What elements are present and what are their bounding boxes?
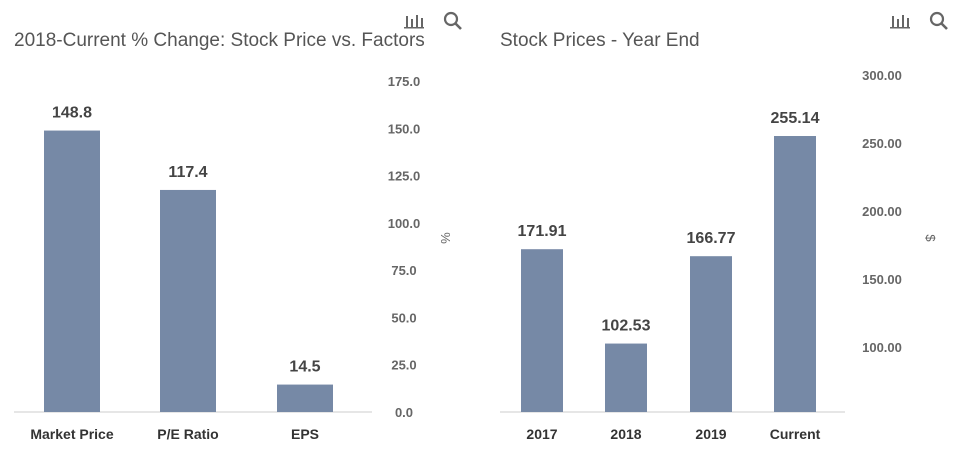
search-icon[interactable] [443,11,462,30]
chart-title: 2018-Current % Change: Stock Price vs. F… [14,30,425,51]
category-label: 2019 [695,426,726,442]
y-tick-label: 25.0 [391,358,416,373]
y-tick-label: 125.0 [388,169,421,184]
data-label: 255.14 [771,110,820,127]
y-tick-label: 75.0 [391,263,416,278]
chart-title: Stock Prices - Year End [500,30,700,51]
bar-p-e-ratio[interactable] [160,189,216,412]
bar-eps[interactable] [277,384,333,412]
bar-current[interactable] [774,136,816,413]
y-tick-label: 200.00 [862,204,902,219]
bar-chart-icon[interactable] [404,15,424,29]
y-tick-label: 100.00 [862,340,902,355]
bar-chart-icon[interactable] [890,15,910,29]
category-label: 2018 [610,426,641,442]
category-label: 2017 [526,426,557,442]
chart-percent-change: 2018-Current % Change: Stock Price vs. F… [14,11,462,442]
data-label: 117.4 [168,164,207,181]
data-label: 171.91 [518,223,567,240]
y-tick-label: 50.0 [391,310,416,325]
y-axis-label: $ [923,234,938,242]
category-label: Market Price [30,426,113,442]
search-icon[interactable] [929,11,948,30]
data-label: 166.77 [687,230,736,247]
bar-market-price[interactable] [44,130,100,413]
bar-2018[interactable] [605,343,647,412]
y-tick-label: 150.0 [388,121,421,136]
data-label: 148.8 [52,105,92,122]
chart-stock-prices: Stock Prices - Year End $ 100.00 150.00 20… [500,11,948,442]
data-label: 14.5 [289,359,320,376]
category-label: EPS [291,426,319,442]
category-label: Current [770,426,821,442]
y-tick-label: 150.00 [862,272,902,287]
y-tick-label: 175.0 [388,74,421,89]
y-tick-label: 300.00 [862,68,902,83]
category-label: P/E Ratio [157,426,218,442]
y-tick-label: 100.0 [388,216,421,231]
y-tick-label: 250.00 [862,136,902,151]
y-axis-label: % [438,232,453,244]
data-label: 102.53 [602,318,651,335]
y-tick-label: 0.0 [395,405,413,420]
bar-2017[interactable] [521,249,563,412]
bar-2019[interactable] [690,256,732,412]
